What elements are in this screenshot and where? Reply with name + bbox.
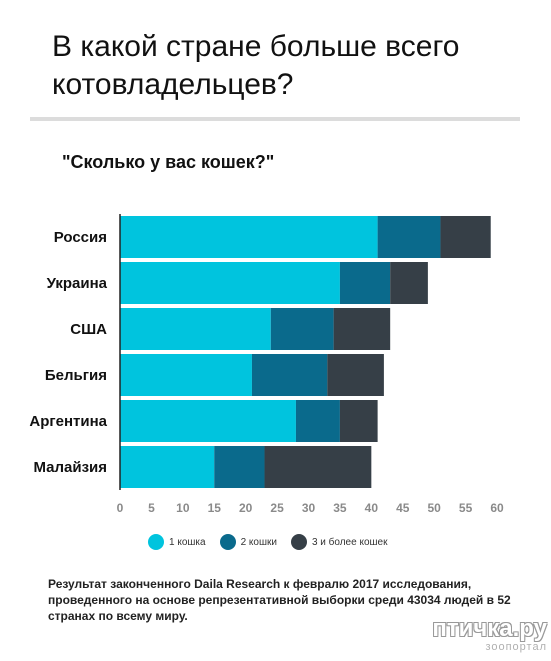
x-tick-label: 15 [208, 501, 222, 515]
legend-label-three-plus: 3 и более кошек [311, 536, 388, 548]
watermark-logo: птичка.ру [432, 615, 547, 642]
watermark-tagline: зоопортал [485, 641, 547, 653]
category-label: Малайзия [33, 459, 107, 476]
x-tick-label: 35 [333, 501, 347, 515]
bar-4-three-plus [327, 354, 384, 396]
category-label: Аргентина [29, 413, 107, 430]
x-tick-label: 40 [365, 501, 379, 515]
bar-5-one-cat [120, 400, 296, 442]
x-tick-label: 5 [148, 501, 155, 515]
bar-5-two-cats [295, 400, 340, 442]
bar-2-one-cat [120, 262, 340, 304]
x-tick-label: 50 [427, 501, 441, 515]
legend-swatch-one-cat [148, 534, 164, 550]
x-tick-label: 0 [117, 501, 124, 515]
category-label: Бельгия [45, 367, 107, 384]
category-label: Украина [47, 275, 108, 292]
bar-5-three-plus [339, 400, 378, 442]
bar-6-two-cats [214, 446, 265, 488]
x-tick-label: 55 [459, 501, 473, 515]
bar-6-one-cat [120, 446, 215, 488]
category-label: Россия [54, 229, 107, 246]
bar-3-two-cats [270, 308, 334, 350]
bar-3-three-plus [333, 308, 391, 350]
bar-6-three-plus [264, 446, 372, 488]
chart-legend: 1 кошка 2 кошки 3 и более кошек [148, 534, 401, 550]
legend-label-two-cats: 2 кошки [240, 536, 277, 548]
legend-label-one-cat: 1 кошка [169, 536, 206, 548]
watermark: птичка.ру зоопортал [432, 615, 547, 654]
bar-chart: Россия Украина США Бельгия Аргентина Малайзия… [29, 214, 504, 515]
bar-4-one-cat [120, 354, 252, 396]
bar-2-two-cats [339, 262, 391, 304]
x-tick-label: 30 [302, 501, 316, 515]
footnote: Результат законченного Daila Research к … [48, 577, 511, 623]
x-tick-label: 20 [239, 501, 253, 515]
legend-item-one-cat: 1 кошка [148, 534, 206, 550]
legend-swatch-two-cats [219, 534, 236, 550]
bar-2-three-plus [390, 262, 428, 304]
legend-swatch-three-plus [290, 534, 307, 550]
x-tick-label: 60 [490, 501, 504, 515]
bar-1-three-plus [440, 216, 491, 258]
x-tick-label: 10 [176, 501, 190, 515]
x-tick-label: 25 [270, 501, 284, 515]
bar-1-one-cat [120, 216, 378, 258]
bar-1-two-cats [377, 216, 441, 258]
bar-3-one-cat [120, 308, 271, 350]
chart-title: "Сколько у вас кошек?" [62, 152, 275, 172]
bar-4-two-cats [251, 354, 328, 396]
page-title: В какой стране больше всего котовладельц… [52, 30, 460, 101]
legend-item-two-cats: 2 кошки [219, 534, 277, 550]
title-divider [30, 117, 520, 121]
category-label: США [70, 321, 107, 338]
x-tick-label: 45 [396, 501, 410, 515]
legend-item-three-plus: 3 и более кошек [290, 534, 388, 550]
